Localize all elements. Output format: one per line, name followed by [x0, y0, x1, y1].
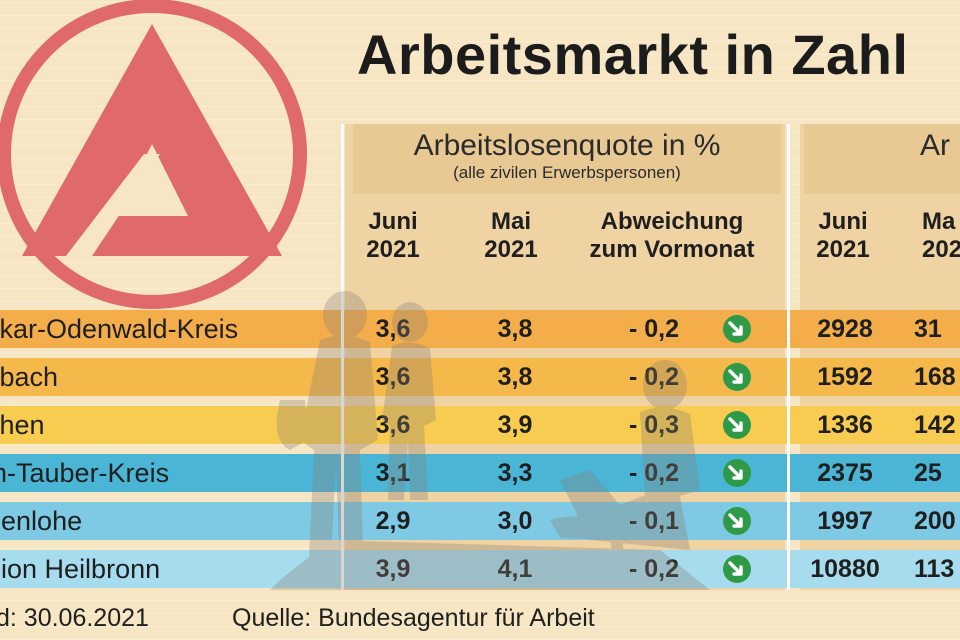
quote-mai: 3,8	[497, 315, 533, 343]
col-header-mai: Mai 2021	[476, 208, 546, 264]
page-title: Arbeitsmarkt in Zahl	[357, 23, 909, 86]
col-header-line: Mai	[490, 208, 531, 235]
col-header-line: Abweichung	[600, 208, 744, 235]
arrow-down-right-icon	[723, 315, 751, 343]
table-row: gion Heilbronn 3,9 4,1 - 0,2 10880 113	[0, 550, 960, 588]
quote-juni: 3,1	[358, 454, 428, 492]
quote-mai: 3,3	[497, 459, 533, 487]
col-header-line: zum Vormonat	[589, 236, 755, 263]
panel-title: Ar	[920, 129, 950, 162]
count-mai: 113	[914, 555, 955, 583]
quote-mai: 4,1	[480, 550, 550, 588]
arrow-down-right-icon	[723, 507, 751, 535]
col-header-line: 2021	[484, 236, 538, 263]
quote-juni: 3,6	[358, 406, 428, 444]
agentur-logo-icon	[0, 0, 307, 309]
quote-abweichung: - 0,1	[612, 502, 696, 540]
family-silhouette-illustration	[270, 291, 710, 590]
region-name: in-Tauber-Kreis	[0, 458, 170, 488]
col-header-line: 2021	[816, 236, 870, 263]
quote-abweichung: - 0,2	[628, 315, 680, 343]
col-header-abweichung: Abweichung zum Vormonat	[572, 208, 772, 264]
count-mai: 168	[914, 363, 956, 391]
count-mai: 200	[914, 507, 956, 535]
footer-source: Quelle: Bundesagentur für Arbeit	[232, 604, 595, 632]
region-name: gion Heilbronn	[0, 554, 161, 584]
table-row: chen 3,6 3,9 - 0,3 1336 142	[0, 406, 960, 444]
count-mai: 142	[914, 411, 956, 439]
quote-juni: 3,6	[358, 358, 428, 396]
count-mai: 25	[914, 459, 942, 487]
count-panel-header: Ar	[804, 124, 960, 194]
panel-title: Arbeitslosenquote in %	[413, 129, 721, 162]
table-row: in-Tauber-Kreis 3,1 3,3 - 0,2 2375 25	[0, 454, 960, 492]
arrow-down-right-icon	[723, 555, 751, 583]
region-name: ckar-Odenwald-Kreis	[0, 314, 239, 344]
col-header-line: 202	[922, 236, 960, 263]
count-mai: 31	[914, 315, 942, 343]
count-juni: 1997	[817, 507, 873, 535]
col-header-line: Ma	[922, 208, 956, 235]
col-header-mai-count: Ma 202	[922, 208, 960, 264]
quote-abweichung: - 0,2	[612, 454, 696, 492]
count-juni: 10880	[810, 555, 880, 583]
quote-panel-header: Arbeitslosenquote in % (alle zivilen Erw…	[353, 124, 781, 194]
quote-mai: 3,0	[497, 507, 533, 535]
table-row: henlohe 2,9 3,0 - 0,1 1997 200	[0, 502, 960, 540]
region-name: chen	[0, 410, 45, 440]
count-juni: 1592	[817, 363, 873, 391]
table-row: ckar-Odenwald-Kreis 3,6 3,8 - 0,2 2928 31	[0, 310, 960, 348]
quote-mai: 3,9	[497, 411, 533, 439]
quote-abweichung: - 0,2	[628, 363, 679, 391]
panel-subtitle: (alle zivilen Erwerbspersonen)	[453, 163, 681, 182]
quote-mai: 3,8	[497, 363, 533, 391]
column-divider	[787, 124, 790, 590]
region-name: henlohe	[0, 506, 83, 536]
column-divider	[341, 124, 344, 590]
footer-stand: d: 30.06.2021	[0, 604, 149, 632]
col-header-line: 2021	[366, 236, 420, 263]
region-name: sbach	[0, 362, 59, 392]
quote-juni: 3,9	[358, 550, 428, 588]
arrow-down-right-icon	[723, 411, 751, 439]
col-header-line: Juni	[818, 208, 868, 235]
quote-juni: 3,6	[375, 315, 411, 343]
arrow-down-right-icon	[723, 459, 751, 487]
col-header-juni-count: Juni 2021	[808, 208, 878, 264]
arrow-down-right-icon	[723, 363, 751, 391]
quote-juni: 2,9	[375, 507, 411, 535]
count-juni: 2928	[817, 315, 873, 343]
quote-abweichung: - 0,3	[612, 406, 696, 444]
quote-abweichung: - 0,2	[612, 550, 696, 588]
count-juni: 2375	[817, 459, 873, 487]
col-header-line: Juni	[368, 208, 418, 235]
table-row: sbach 3,6 3,8 - 0,2 1592 168	[0, 358, 960, 396]
count-juni: 1336	[817, 411, 873, 439]
col-header-juni: Juni 2021	[358, 208, 428, 264]
